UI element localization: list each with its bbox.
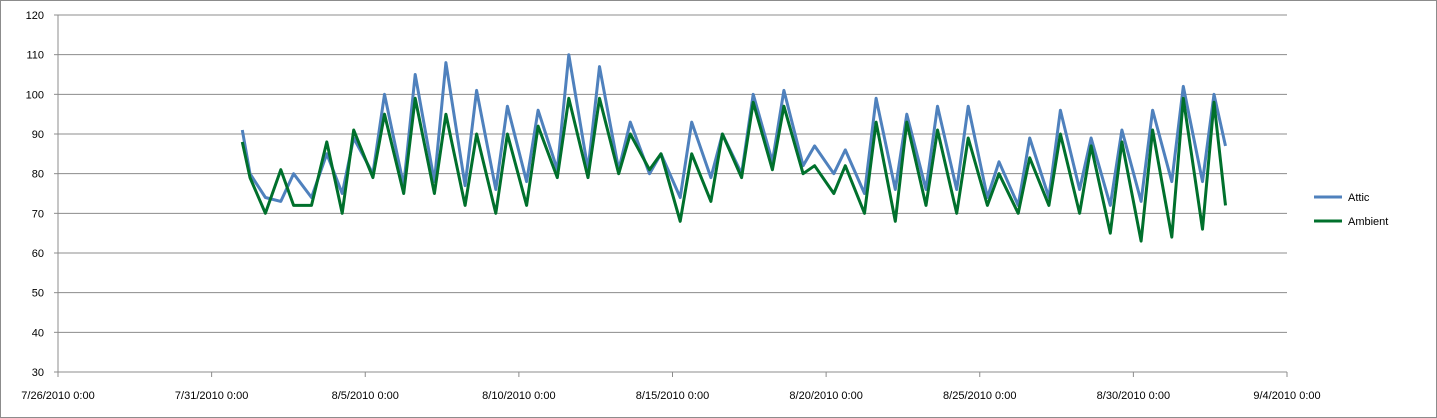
y-tick-label: 100	[26, 89, 44, 101]
legend-label: Ambient	[1348, 216, 1388, 228]
y-tick-label: 110	[26, 50, 44, 62]
x-tick-label: 7/26/2010 0:00	[21, 390, 94, 402]
y-axis-ticks: 30 40 50 60 70 80 90 100 110 120	[26, 10, 44, 379]
x-tick-label: 8/20/2010 0:00	[789, 390, 862, 402]
axes	[54, 14, 1288, 377]
x-tick-label: 9/4/2010 0:00	[1253, 390, 1320, 402]
x-tick-label: 8/25/2010 0:00	[943, 390, 1016, 402]
x-axis-ticks: 7/26/2010 0:00 7/31/2010 0:00 8/5/2010 0:0…	[21, 390, 1320, 402]
x-tick-label: 8/10/2010 0:00	[482, 390, 555, 402]
x-tick-label: 8/30/2010 0:00	[1097, 390, 1170, 402]
plot-area-lines	[240, 53, 1227, 243]
y-tick-label: 60	[32, 248, 44, 260]
x-tick-label: 8/15/2010 0:00	[636, 390, 709, 402]
y-tick-label: 70	[32, 208, 44, 220]
y-tick-label: 40	[32, 327, 44, 339]
x-tick-label: 7/31/2010 0:00	[175, 390, 248, 402]
y-tick-label: 120	[26, 10, 44, 22]
legend: Attic Ambient	[1314, 192, 1388, 228]
y-tick-label: 80	[32, 169, 44, 181]
legend-label: Attic	[1348, 192, 1370, 204]
y-tick-label: 50	[32, 288, 44, 300]
x-tick-label: 8/5/2010 0:00	[332, 390, 399, 402]
series-line-ambient	[240, 96, 1227, 243]
y-tick-label: 30	[32, 367, 44, 379]
y-tick-label: 90	[32, 129, 44, 141]
